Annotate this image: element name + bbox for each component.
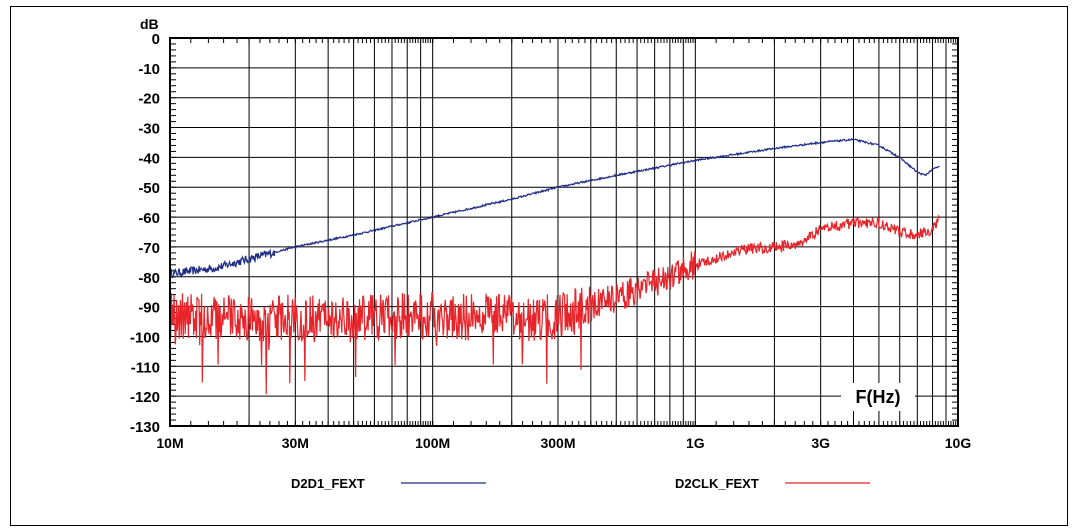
y-tick-label: -110 xyxy=(131,359,160,376)
x-axis-label: F(Hz) xyxy=(856,387,901,407)
x-tick-label: 3G xyxy=(811,435,830,451)
x-tick-label: 30M xyxy=(282,435,309,451)
series-line-D2CLK_FEXT xyxy=(169,214,941,395)
legend: D2D1_FEXT D2CLK_FEXT xyxy=(291,476,870,491)
x-tick-label: 300M xyxy=(540,435,575,451)
series-line-D2D1_FEXT xyxy=(169,137,940,279)
y-tick-label: -60 xyxy=(138,210,160,227)
x-axis-label-box: F(Hz) xyxy=(841,383,915,411)
y-tick-label: -30 xyxy=(138,121,160,138)
y-tick-label: -80 xyxy=(138,270,160,287)
chart-frame: 0 -10 -20 -30 -40 -50 -60 -70 -80 -90 -100 -110 -120… xyxy=(10,6,1068,526)
legend-label: D2D1_FEXT xyxy=(291,476,365,491)
series-layer xyxy=(169,137,941,395)
y-tick-label: -70 xyxy=(138,240,160,257)
y-tick-label: -120 xyxy=(130,389,160,406)
y-tick-label: -10 xyxy=(138,61,160,78)
x-axis-label-bg xyxy=(841,383,915,411)
y-axis-label: dB xyxy=(140,16,159,32)
y-tick-label: -50 xyxy=(138,180,160,197)
x-tick-label: 100M xyxy=(415,435,450,451)
y-tick-label: -100 xyxy=(130,329,160,346)
y-tick-label: -130 xyxy=(130,419,160,436)
x-tick-label: 10M xyxy=(156,435,183,451)
y-tick-label: 0 xyxy=(152,31,160,48)
grid xyxy=(169,37,958,427)
y-tick-label: -40 xyxy=(138,150,160,167)
legend-label: D2CLK_FEXT xyxy=(675,476,759,491)
y-ticks: 0 -10 -20 -30 -40 -50 -60 -70 -80 -90 -100 -110 -120… xyxy=(130,31,958,436)
x-tick-label: 10G xyxy=(945,435,972,451)
chart-svg: 0 -10 -20 -30 -40 -50 -60 -70 -80 -90 -100 -110 -120… xyxy=(130,16,972,491)
y-tick-label: -90 xyxy=(138,300,160,317)
plot-border xyxy=(169,37,959,427)
y-tick-label: -20 xyxy=(138,91,160,108)
x-tick-label: 1G xyxy=(686,435,705,451)
